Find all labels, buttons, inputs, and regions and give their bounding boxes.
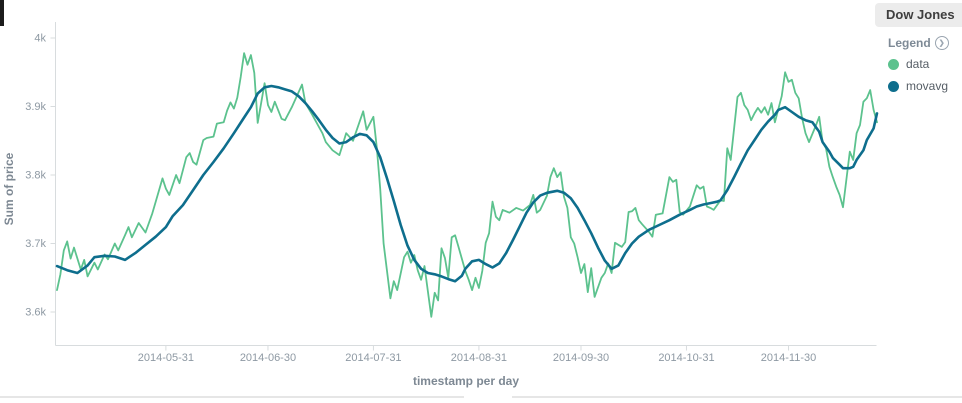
y-tick-label: 3.6k — [25, 307, 46, 319]
legend-item-list: data movavg — [888, 53, 962, 97]
x-tick-label: 2014-05-31 — [138, 352, 194, 364]
chevron-circle-right-icon: ❯ — [934, 36, 949, 50]
legend-label: Legend — [888, 36, 931, 50]
y-axis-title: Sum of price — [2, 152, 16, 226]
series-line-movavg — [55, 84, 879, 283]
legend-item-label: data — [906, 57, 930, 71]
series-line-data — [56, 52, 878, 318]
x-tick-label: 2014-09-30 — [553, 352, 609, 364]
legend-swatch-data — [888, 58, 899, 70]
bottom-divider-right — [512, 396, 962, 398]
y-tick-label: 4k — [34, 33, 46, 45]
legend-item-movavg[interactable]: movavg — [888, 75, 962, 97]
x-tick-label: 2014-07-31 — [345, 352, 401, 364]
x-tick-label: 2014-11-30 — [761, 352, 816, 364]
x-axis-title: timestamp per day — [412, 374, 520, 388]
legend-item-label: movavg — [906, 79, 949, 93]
x-tick-label: 2014-10-31 — [658, 352, 714, 364]
bottom-divider-left — [0, 396, 464, 398]
panel-title: Dow Jones — [875, 3, 962, 27]
y-tick-label: 3.9k — [25, 101, 46, 113]
window-edge-artifact — [0, 0, 4, 26]
y-tick-label: 3.7k — [25, 238, 46, 250]
legend-item-data[interactable]: data — [888, 53, 962, 75]
legend-swatch-movavg — [888, 80, 899, 92]
legend-panel: Dow Jones Legend ❯ data movavg — [875, 3, 962, 97]
legend-toggle[interactable]: Legend ❯ — [888, 36, 962, 50]
x-tick-label: 2014-08-31 — [451, 352, 507, 364]
y-tick-label: 3.8k — [25, 170, 46, 182]
x-tick-label: 2014-06-30 — [240, 352, 296, 364]
